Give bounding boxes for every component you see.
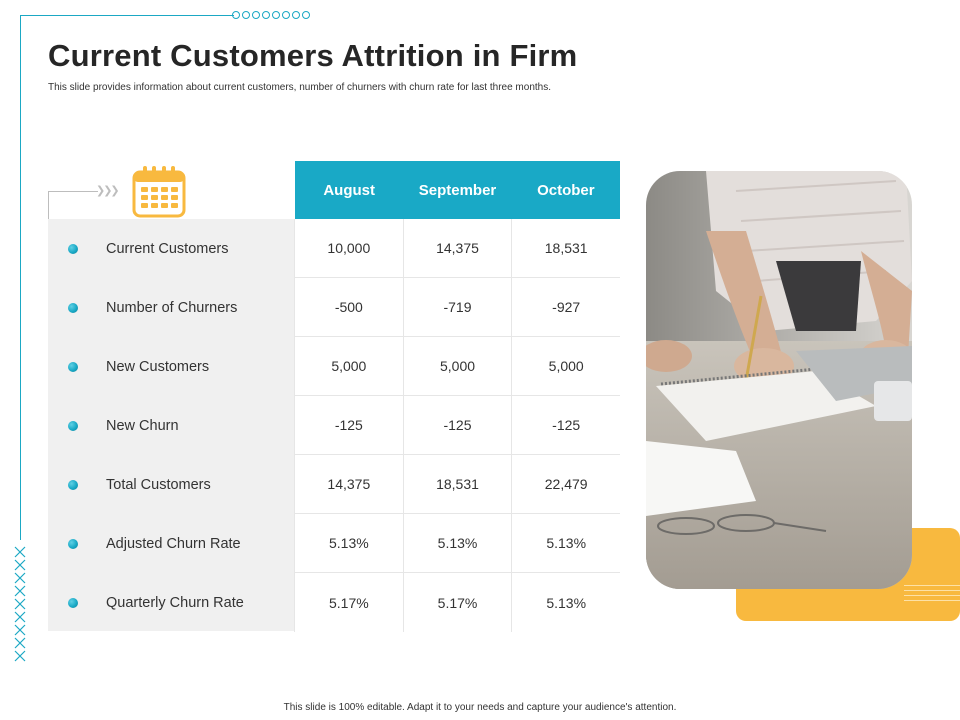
table-cell: 5.13% (402, 514, 512, 573)
decorative-cross-marks (13, 545, 27, 667)
frame-line-left (20, 15, 21, 540)
dot-bullet-icon (68, 302, 78, 313)
table-cell: 5.13% (294, 514, 403, 573)
table-cell: 5.17% (294, 573, 403, 632)
table-cell: 18,531 (402, 455, 512, 514)
row-label: Current Customers (106, 240, 229, 257)
row-label: Number of Churners (106, 299, 238, 316)
dot-bullet-icon (68, 420, 78, 431)
table-row: New Customers 5,000 5,000 5,000 (48, 337, 621, 396)
table-cell: -125 (294, 396, 403, 455)
connector-line (48, 191, 98, 192)
table-row: New Churn -125 -125 -125 (48, 396, 621, 455)
row-label: Quarterly Churn Rate (106, 594, 244, 611)
dot-bullet-icon (68, 479, 78, 490)
table-header: August September October (295, 161, 620, 219)
row-label: Total Customers (106, 476, 211, 493)
decorative-dots (232, 11, 310, 21)
frame-line-top (20, 15, 234, 16)
table-row: Quarterly Churn Rate 5.17% 5.17% 5.13% (48, 573, 620, 632)
column-header-august: August (323, 181, 375, 199)
table-cell: 14,375 (402, 219, 512, 278)
row-label: New Churn (106, 417, 179, 434)
table-cell: 5,000 (511, 337, 621, 396)
footer-note: This slide is 100% editable. Adapt it to… (283, 702, 677, 713)
connector-line-vertical (48, 191, 49, 219)
table-row: Current Customers 10,000 14,375 18,531 (48, 219, 621, 278)
table-cell: -125 (511, 396, 621, 455)
row-label: New Customers (106, 358, 210, 375)
column-header-september: September (418, 181, 497, 199)
table-cell: 5,000 (294, 337, 403, 396)
office-photo (646, 171, 912, 589)
page-subtitle: This slide provides information about cu… (48, 82, 552, 93)
row-label: Adjusted Churn Rate (106, 535, 241, 552)
table-cell: -719 (402, 278, 512, 337)
dot-bullet-icon (68, 597, 78, 608)
calendar-icon (132, 165, 186, 224)
table-cell: 5.13% (511, 573, 620, 632)
table-cell: -500 (294, 278, 403, 337)
table-cell: -125 (402, 396, 512, 455)
table-row: Total Customers 14,375 18,531 22,479 (48, 455, 621, 514)
column-header-october: October (537, 181, 595, 199)
dot-bullet-icon (68, 243, 78, 254)
table-row: Number of Churners -500 -719 -927 (48, 278, 621, 337)
churn-table: Current Customers 10,000 14,375 18,531 N… (48, 219, 621, 632)
chevron-right-icon: ❯❯❯ (96, 185, 120, 197)
table-cell: -927 (511, 278, 621, 337)
dot-bullet-icon (68, 361, 78, 372)
table-row: Adjusted Churn Rate 5.13% 5.13% 5.13% (48, 514, 621, 573)
row-label-panel (48, 219, 294, 631)
table-cell: 5,000 (402, 337, 512, 396)
table-cell: 22,479 (511, 455, 621, 514)
table-cell: 18,531 (511, 219, 621, 278)
table-cell: 5.13% (511, 514, 621, 573)
table-cell: 5.17% (402, 573, 512, 632)
table-cell: 14,375 (294, 455, 403, 514)
page-title: Current Customers Attrition in Firm (48, 38, 578, 73)
accent-lines (904, 585, 960, 605)
table-cell: 10,000 (294, 219, 403, 278)
dot-bullet-icon (68, 538, 78, 549)
